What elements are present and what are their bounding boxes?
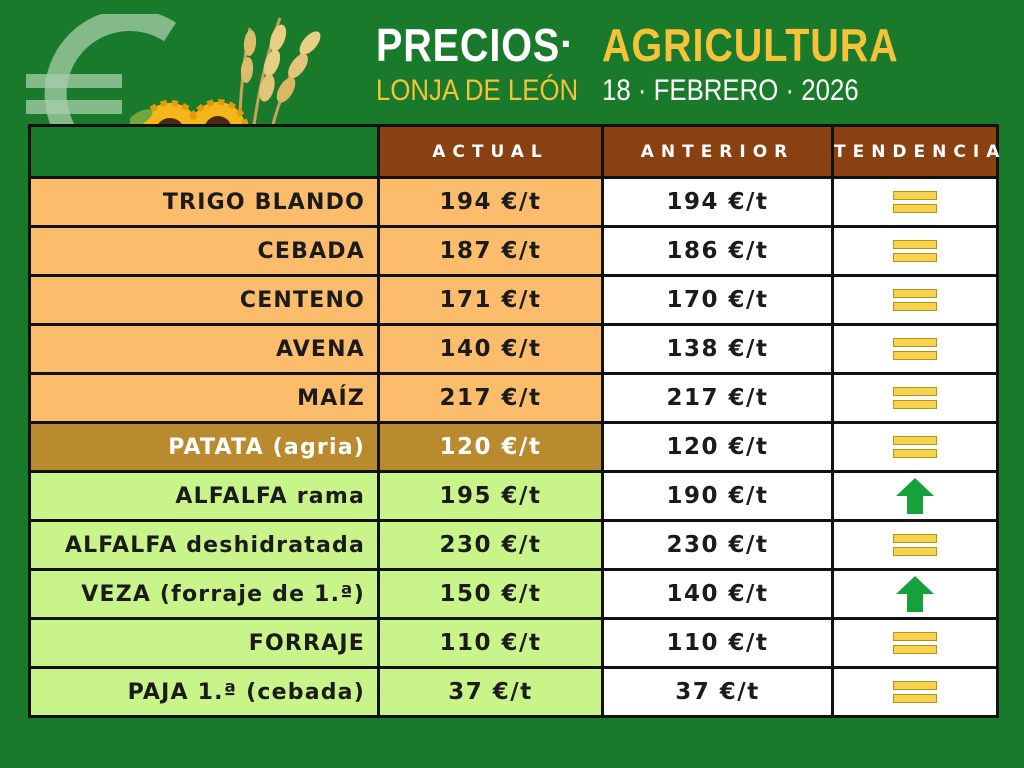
- price-anterior: 110 €/t: [601, 617, 834, 669]
- product-name: PATATA (agria): [28, 421, 380, 473]
- price-anterior: 140 €/t: [601, 568, 834, 620]
- equal-icon: [893, 630, 937, 656]
- price-anterior: 120 €/t: [601, 421, 834, 473]
- trend-cell: [831, 176, 999, 228]
- trend-cell: [831, 519, 999, 571]
- equal-icon: [893, 189, 937, 215]
- price-anterior: 194 €/t: [601, 176, 834, 228]
- equal-icon: [893, 385, 937, 411]
- trend-cell: [831, 225, 999, 277]
- price-actual: 37 €/t: [377, 666, 604, 718]
- equal-icon: [893, 287, 937, 313]
- price-actual: 217 €/t: [377, 372, 604, 424]
- product-name: CENTENO: [28, 274, 380, 326]
- price-anterior: 138 €/t: [601, 323, 834, 375]
- price-actual: 150 €/t: [377, 568, 604, 620]
- header-blank-cell: [28, 124, 380, 179]
- arrow-up-icon: [896, 576, 934, 612]
- table-header-row: ACTUAL ANTERIOR TENDENCIA: [28, 124, 999, 179]
- header: PRECIOS · AGRICULTURA LONJA DE LEÓN 18 ·…: [0, 0, 1024, 174]
- table-row: VEZA (forraje de 1.ª) 150 €/t 140 €/t: [28, 568, 999, 620]
- equal-icon: [893, 434, 937, 460]
- table-row: AVENA 140 €/t 138 €/t: [28, 323, 999, 375]
- trend-cell: [831, 617, 999, 669]
- table-row: PAJA 1.ª (cebada) 37 €/t 37 €/t: [28, 666, 999, 718]
- equal-icon: [893, 336, 937, 362]
- trend-cell: [831, 372, 999, 424]
- title-separator: ·: [560, 20, 574, 67]
- trend-cell: [831, 666, 999, 718]
- table-row: ALFALFA rama 195 €/t 190 €/t: [28, 470, 999, 522]
- trend-cell: [831, 323, 999, 375]
- trend-cell: [831, 274, 999, 326]
- trend-cell: [831, 421, 999, 473]
- table-row: FORRAJE 110 €/t 110 €/t: [28, 617, 999, 669]
- product-name: MAÍZ: [28, 372, 380, 424]
- table-row: ALFALFA deshidratada 230 €/t 230 €/t: [28, 519, 999, 571]
- subtitle-date: 18 · FEBRERO · 2026: [602, 74, 859, 107]
- price-actual: 140 €/t: [377, 323, 604, 375]
- price-actual: 110 €/t: [377, 617, 604, 669]
- price-actual: 171 €/t: [377, 274, 604, 326]
- table-row: MAÍZ 217 €/t 217 €/t: [28, 372, 999, 424]
- product-name: ALFALFA deshidratada: [28, 519, 380, 571]
- arrow-up-icon: [896, 478, 934, 514]
- product-name: TRIGO BLANDO: [28, 176, 380, 228]
- price-anterior: 186 €/t: [601, 225, 834, 277]
- price-anterior: 170 €/t: [601, 274, 834, 326]
- table-row: TRIGO BLANDO 194 €/t 194 €/t: [28, 176, 999, 228]
- product-name: FORRAJE: [28, 617, 380, 669]
- price-actual: 194 €/t: [377, 176, 604, 228]
- price-actual: 120 €/t: [377, 421, 604, 473]
- product-name: AVENA: [28, 323, 380, 375]
- table-row: CEBADA 187 €/t 186 €/t: [28, 225, 999, 277]
- product-name: ALFALFA rama: [28, 470, 380, 522]
- trend-cell: [831, 470, 999, 522]
- price-actual: 187 €/t: [377, 225, 604, 277]
- product-name: CEBADA: [28, 225, 380, 277]
- price-anterior: 190 €/t: [601, 470, 834, 522]
- table-row: PATATA (agria) 120 €/t 120 €/t: [28, 421, 999, 473]
- column-header-anterior: ANTERIOR: [601, 124, 834, 179]
- subtitle-lonja: LONJA DE LEÓN: [376, 74, 579, 107]
- trend-cell: [831, 568, 999, 620]
- price-actual: 195 €/t: [377, 470, 604, 522]
- price-table: ACTUAL ANTERIOR TENDENCIA TRIGO BLANDO 19…: [28, 124, 999, 718]
- column-header-tendencia: TENDENCIA: [831, 124, 999, 179]
- equal-icon: [893, 679, 937, 705]
- equal-icon: [893, 238, 937, 264]
- table-row: CENTENO 171 €/t 170 €/t: [28, 274, 999, 326]
- product-name: VEZA (forraje de 1.ª): [28, 568, 380, 620]
- title-precios: PRECIOS: [376, 19, 561, 71]
- product-name: PAJA 1.ª (cebada): [28, 666, 380, 718]
- title-agricultura: AGRICULTURA: [602, 19, 899, 71]
- price-anterior: 230 €/t: [601, 519, 834, 571]
- equal-icon: [893, 532, 937, 558]
- column-header-actual: ACTUAL: [377, 124, 604, 179]
- price-anterior: 217 €/t: [601, 372, 834, 424]
- price-anterior: 37 €/t: [601, 666, 834, 718]
- price-actual: 230 €/t: [377, 519, 604, 571]
